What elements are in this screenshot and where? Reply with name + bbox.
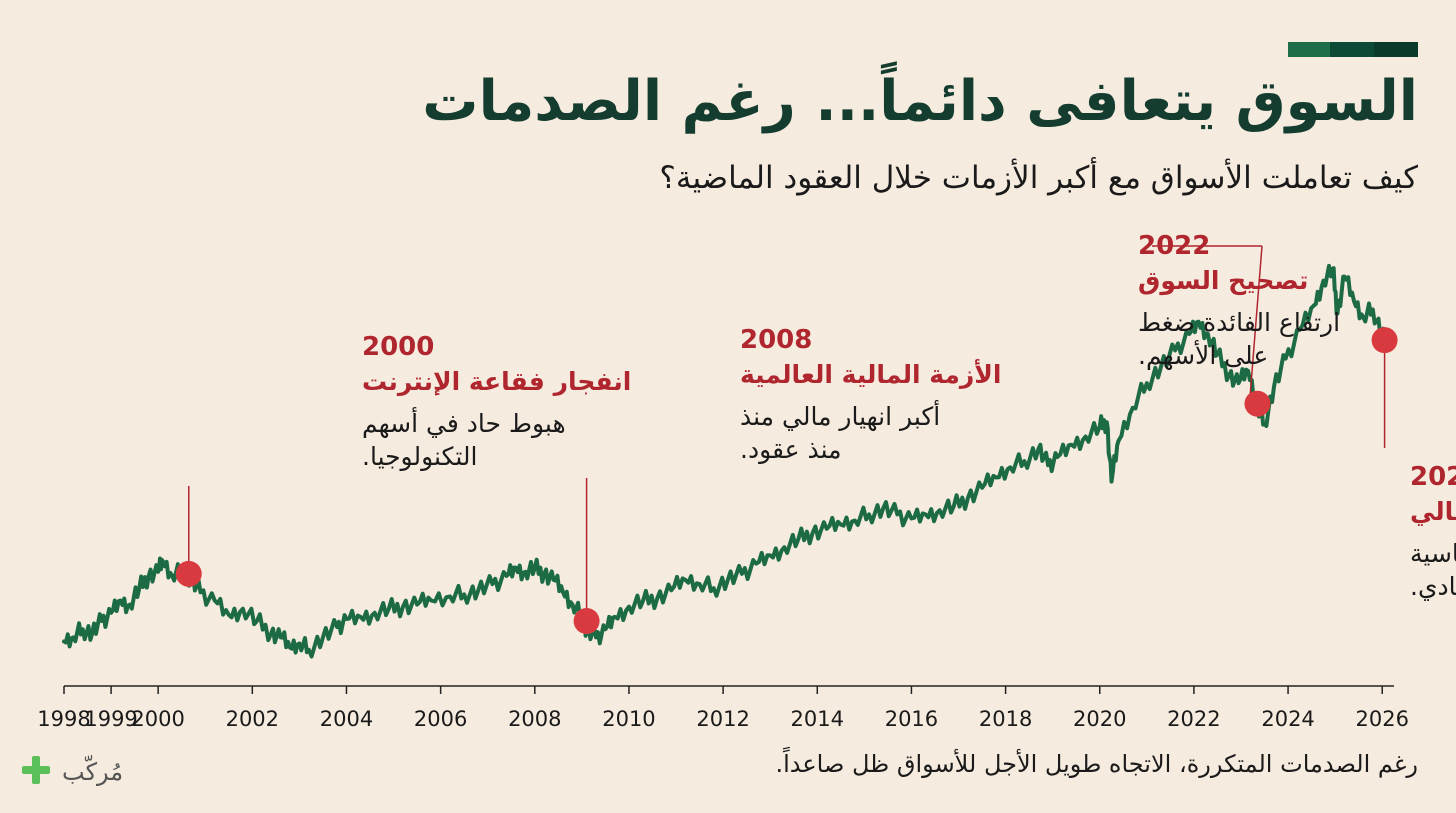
annotation-desc1: ارتفاع الفائدة ضغط — [1138, 308, 1340, 337]
annotation-desc1: هبوط حاد في أسهم — [362, 406, 566, 439]
x-tick-label: 2014 — [791, 707, 844, 731]
x-tick-label: 1999 — [84, 707, 137, 731]
annotation-2000: 2000 انفجار فقاعة الإنترنت هبوط حاد في أسه… — [175, 332, 631, 587]
annotation-year: 2008 — [740, 325, 812, 355]
annotations: 2000 انفجار فقاعة الإنترنت هبوط حاد في أسه… — [175, 231, 1456, 634]
annotation-desc1: أكبر انهيار مالي منذ — [740, 399, 940, 432]
plus-icon — [22, 756, 50, 784]
annotation-desc2: التكنولوجيا. — [362, 442, 477, 471]
annotation-marker — [1244, 390, 1271, 417]
annotation-title: التراجع الحالي — [1410, 497, 1456, 527]
x-tick-label: 2004 — [320, 707, 373, 731]
annotation-desc2: منذ عقود. — [740, 435, 842, 464]
annotation-title: الأزمة المالية العالمية — [740, 359, 1001, 389]
x-tick-label: 2012 — [696, 707, 749, 731]
annotation-marker — [175, 560, 202, 587]
x-tick-label: 2020 — [1073, 707, 1126, 731]
annotation-desc2: وعدم يقين اقتصادي. — [1410, 572, 1456, 602]
x-tick-label: 2010 — [602, 707, 655, 731]
annotation-year: 2022 — [1138, 231, 1210, 261]
annotation-leader-line — [1248, 245, 1263, 404]
annotation-marker — [573, 608, 600, 634]
series-line — [62, 263, 1389, 659]
x-tick-label: 2016 — [885, 707, 938, 731]
footer-note: رغم الصدمات المتكررة، الاتجاه طويل الأجل… — [775, 750, 1418, 778]
annotation-2026: 2026 التراجع الحالي توترات جيوسياسية وعدم ي… — [1371, 327, 1456, 602]
bar-segment-3 — [1374, 42, 1418, 57]
x-tick-label: 2008 — [508, 707, 561, 731]
annotation-desc1: توترات جيوسياسية — [1410, 539, 1456, 568]
x-tick-label: 2018 — [979, 707, 1032, 731]
x-tick-label: 2000 — [131, 707, 184, 731]
annotation-year: 2026 — [1410, 462, 1456, 492]
annotation-2008: 2008 الأزمة المالية العالمية أكبر انهيار م… — [573, 325, 1001, 634]
x-tick-label: 2024 — [1261, 707, 1314, 731]
annotation-title: تصحيح السوق — [1138, 266, 1308, 296]
annotation-title: انفجار فقاعة الإنترنت — [362, 367, 631, 397]
x-tick-label: 2006 — [414, 707, 467, 731]
decorative-bar — [1288, 42, 1418, 57]
x-tick-label: 1998 — [37, 707, 90, 731]
page-title: السوق يتعافى دائماً... رغم الصدمات — [422, 69, 1418, 134]
logo-text: مُركّب — [62, 758, 124, 786]
bar-segment-2 — [1330, 42, 1374, 57]
brand-logo: مُركّب — [18, 752, 128, 797]
annotation-marker — [1371, 327, 1398, 354]
annotation-year: 2000 — [362, 332, 434, 362]
page-subtitle: كيف تعاملت الأسواق مع أكبر الأزمات خلال … — [659, 160, 1418, 196]
bar-segment-1 — [1288, 42, 1330, 57]
x-tick-label: 2022 — [1167, 707, 1220, 731]
x-tick-label: 2026 — [1356, 707, 1409, 731]
annotation-desc2: على الأسهم. — [1138, 339, 1268, 371]
x-tick-label: 2002 — [226, 707, 279, 731]
